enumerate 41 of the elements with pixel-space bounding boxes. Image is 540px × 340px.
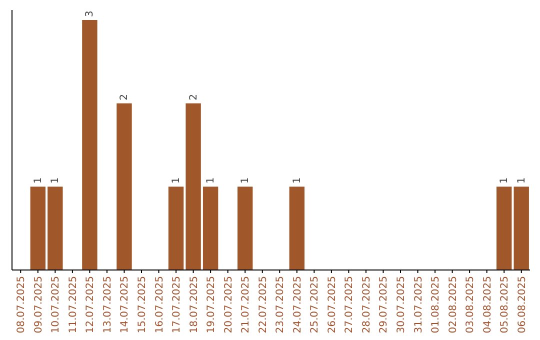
x-tick-label: 21.07.2025 [240,276,252,334]
x-tick-label: 29.07.2025 [378,276,390,334]
data-label: 1 [240,177,252,184]
x-tick-label: 16.07.2025 [154,276,166,334]
data-label: 1 [206,177,217,184]
x-tick-label: 20.07.2025 [223,276,234,334]
x-tick-label: 26.07.2025 [326,276,338,334]
x-tick-label: 25.07.2025 [310,276,321,334]
x-tick-label: 30.07.2025 [396,276,407,334]
x-tick-label: 03.08.2025 [465,276,476,334]
x-tick-label: 04.08.2025 [482,276,494,334]
data-label: 1 [516,177,528,184]
x-tick-label: 09.07.2025 [33,276,44,334]
data-label: 2 [188,94,200,100]
x-tick-label: 23.07.2025 [275,276,286,334]
x-tick-label: 19.07.2025 [206,276,218,334]
x-tick-label: 15.07.2025 [137,276,148,334]
x-tick-label: 10.07.2025 [50,276,62,334]
x-tick-label: 12.07.2025 [85,276,96,334]
x-tick-label: 06.08.2025 [516,276,528,334]
x-tick-label: 01.08.2025 [430,276,442,334]
x-tick-label: 31.07.2025 [413,276,424,334]
data-label: 2 [119,94,130,100]
x-tick-label: 24.07.2025 [292,276,304,334]
x-tick-label: 11.07.2025 [68,276,79,334]
x-tick-label: 27.07.2025 [344,276,356,334]
x-tick-label: 18.07.2025 [188,276,200,334]
x-tick-label: 05.08.2025 [500,276,511,334]
data-label: 1 [32,177,44,184]
data-label: 1 [292,177,303,184]
data-label: 1 [50,177,62,184]
x-tick-label: 13.07.2025 [102,276,114,334]
x-tick-label: 02.08.2025 [448,276,459,334]
data-label: 1 [499,177,510,184]
x-tick-label: 28.07.2025 [361,276,372,334]
x-tick-label: 17.07.2025 [172,276,183,334]
x-tick-label: 22.07.2025 [258,276,269,334]
x-tick-label: 08.07.2025 [16,276,28,334]
data-label: 3 [84,10,96,17]
data-label: 1 [171,177,182,184]
x-tick-label: 14.07.2025 [120,276,131,334]
